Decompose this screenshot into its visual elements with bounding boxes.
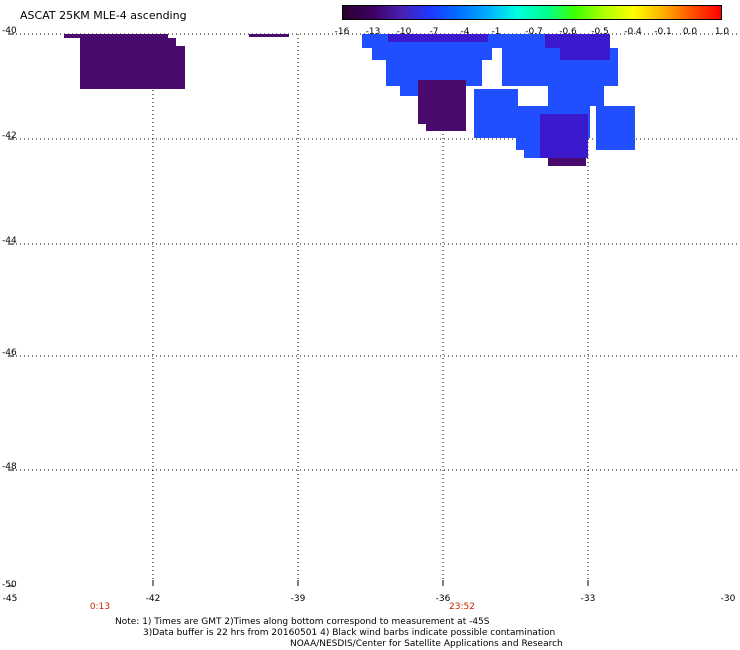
colorbar-label: -7	[429, 27, 439, 37]
lon-label: -39	[290, 594, 306, 604]
colorbar-label: -0.7	[525, 27, 543, 37]
swath-cell	[502, 60, 618, 86]
lon-label: -42	[145, 594, 161, 604]
swath-cell	[548, 86, 604, 106]
colorbar-label: 1.0	[714, 27, 730, 37]
colorbar-label: -10	[396, 27, 412, 37]
swath-cell	[540, 114, 588, 158]
note-line: Note: 1) Times are GMT 2)Times along bot…	[115, 617, 490, 627]
axis-ticks	[8, 33, 589, 587]
swath-cell	[64, 34, 168, 38]
swath-cell	[80, 38, 176, 46]
lon-label: -30	[720, 594, 736, 604]
colorbar-label: -16	[334, 27, 350, 37]
colorbar	[342, 5, 722, 20]
swath-cell	[80, 46, 185, 89]
colorbar-label: -1	[491, 27, 501, 37]
swath-cell	[548, 158, 586, 166]
lon-label: -36	[435, 594, 451, 604]
lat-label: -42	[2, 131, 17, 141]
lat-label: -40	[2, 26, 17, 36]
lat-label: -46	[2, 348, 17, 358]
colorbar-label: -0.5	[591, 27, 609, 37]
swath-west	[64, 34, 289, 89]
lat-label: -44	[2, 236, 17, 246]
colorbar-label: -0.1	[654, 27, 672, 37]
colorbar-label: 0.0	[682, 27, 698, 37]
lon-label: -45	[2, 594, 18, 604]
lon-label: -33	[580, 594, 596, 604]
time-label: 23:52	[449, 602, 475, 612]
colorbar-label: -0.4	[624, 27, 642, 37]
swath-cell	[388, 34, 488, 42]
swath-cell	[524, 150, 540, 158]
time-label: 0:13	[89, 602, 111, 612]
swath-cell	[372, 48, 492, 60]
swath-east	[362, 34, 635, 166]
note-line: 3)Data buffer is 22 hrs from 20160501 4)…	[143, 628, 556, 638]
lat-label: -48	[2, 462, 17, 472]
colorbar-label: -0.6	[559, 27, 577, 37]
swath-cell	[596, 106, 635, 150]
swath-cell	[426, 124, 466, 131]
swath-cell	[249, 34, 289, 37]
note-line: NOAA/NESDIS/Center for Satellite Applica…	[290, 639, 563, 649]
swath-cell	[545, 34, 610, 48]
lat-label: -50	[2, 580, 17, 590]
colorbar-label: -4	[460, 27, 470, 37]
swath-cell	[418, 80, 466, 124]
chart-title: ASCAT 25KM MLE-4 ascending	[20, 9, 187, 22]
swath-cell	[400, 86, 418, 96]
colorbar-label: -13	[365, 27, 381, 37]
